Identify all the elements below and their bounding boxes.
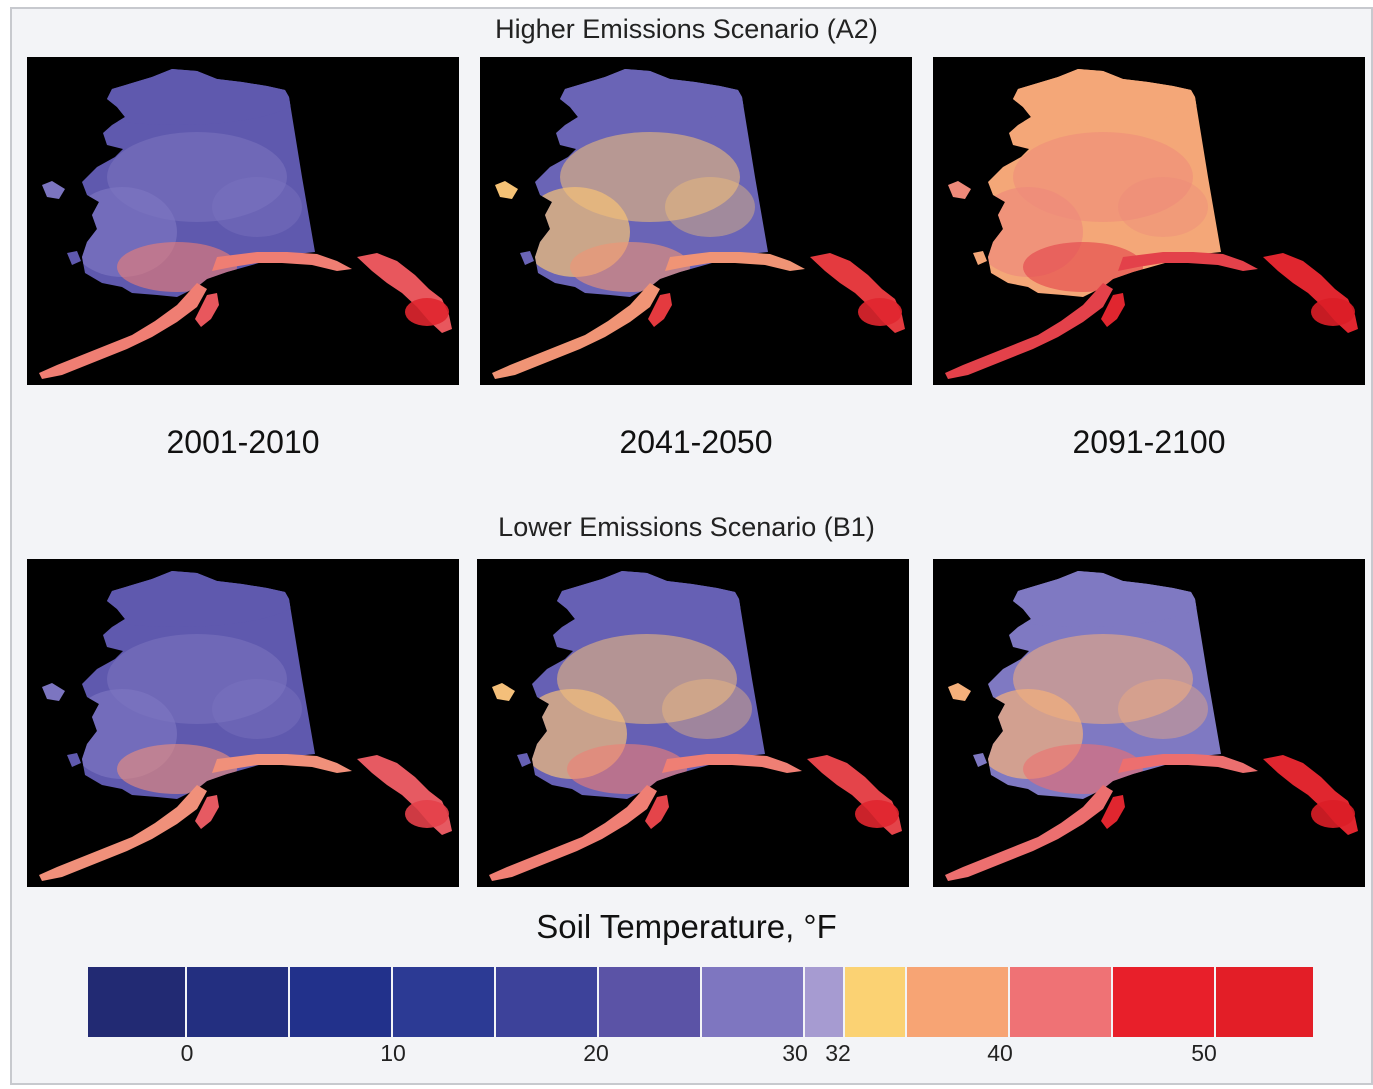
scenario-title-a2: Higher Emissions Scenario (A2) — [495, 14, 878, 44]
legend-bin-4 — [496, 967, 597, 1037]
legend-bin-5 — [599, 967, 700, 1037]
legend-colorbar — [88, 967, 1313, 1037]
alaska-map — [945, 571, 1358, 881]
legend-tick-30: 30 — [782, 1040, 808, 1066]
map-b1-2041-2050 — [477, 559, 909, 887]
legend-tick-50: 50 — [1191, 1040, 1217, 1066]
legend-bin-1 — [187, 967, 288, 1037]
legend-tick-10: 10 — [380, 1040, 406, 1066]
alaska-map — [489, 571, 902, 881]
legend-bin-8 — [845, 967, 905, 1037]
legend-bin-12 — [1216, 967, 1313, 1037]
alaska-map — [945, 69, 1358, 379]
map-b1-2001-2010 — [27, 559, 459, 887]
map-b1-2091-2100 — [933, 559, 1365, 887]
map-a2-2041-2050 — [480, 57, 912, 385]
alaska-map — [492, 69, 905, 379]
period-label-2091-2100: 2091-2100 — [1072, 424, 1226, 460]
map-a2-2091-2100 — [933, 57, 1365, 385]
legend-bin-10 — [1010, 967, 1111, 1037]
legend-bin-9 — [907, 967, 1008, 1037]
legend-tick-20: 20 — [583, 1040, 609, 1066]
alaska-map — [39, 69, 452, 379]
legend-title: Soil Temperature, °F — [536, 908, 837, 945]
legend-tick-40: 40 — [987, 1040, 1013, 1066]
scenario-title-b1: Lower Emissions Scenario (B1) — [498, 512, 875, 542]
legend-tick-32: 32 — [825, 1040, 851, 1066]
alaska-map — [39, 571, 452, 881]
period-label-2001-2010: 2001-2010 — [166, 424, 320, 460]
legend-bin-2 — [290, 967, 391, 1037]
legend-bin-7 — [805, 967, 843, 1037]
legend-tick-0: 0 — [180, 1040, 194, 1066]
legend-bin-11 — [1113, 967, 1214, 1037]
map-a2-2001-2010 — [27, 57, 459, 385]
period-label-2041-2050: 2041-2050 — [619, 424, 773, 460]
legend-bin-3 — [393, 967, 494, 1037]
legend-bin-0 — [88, 967, 185, 1037]
legend-bin-6 — [702, 967, 803, 1037]
